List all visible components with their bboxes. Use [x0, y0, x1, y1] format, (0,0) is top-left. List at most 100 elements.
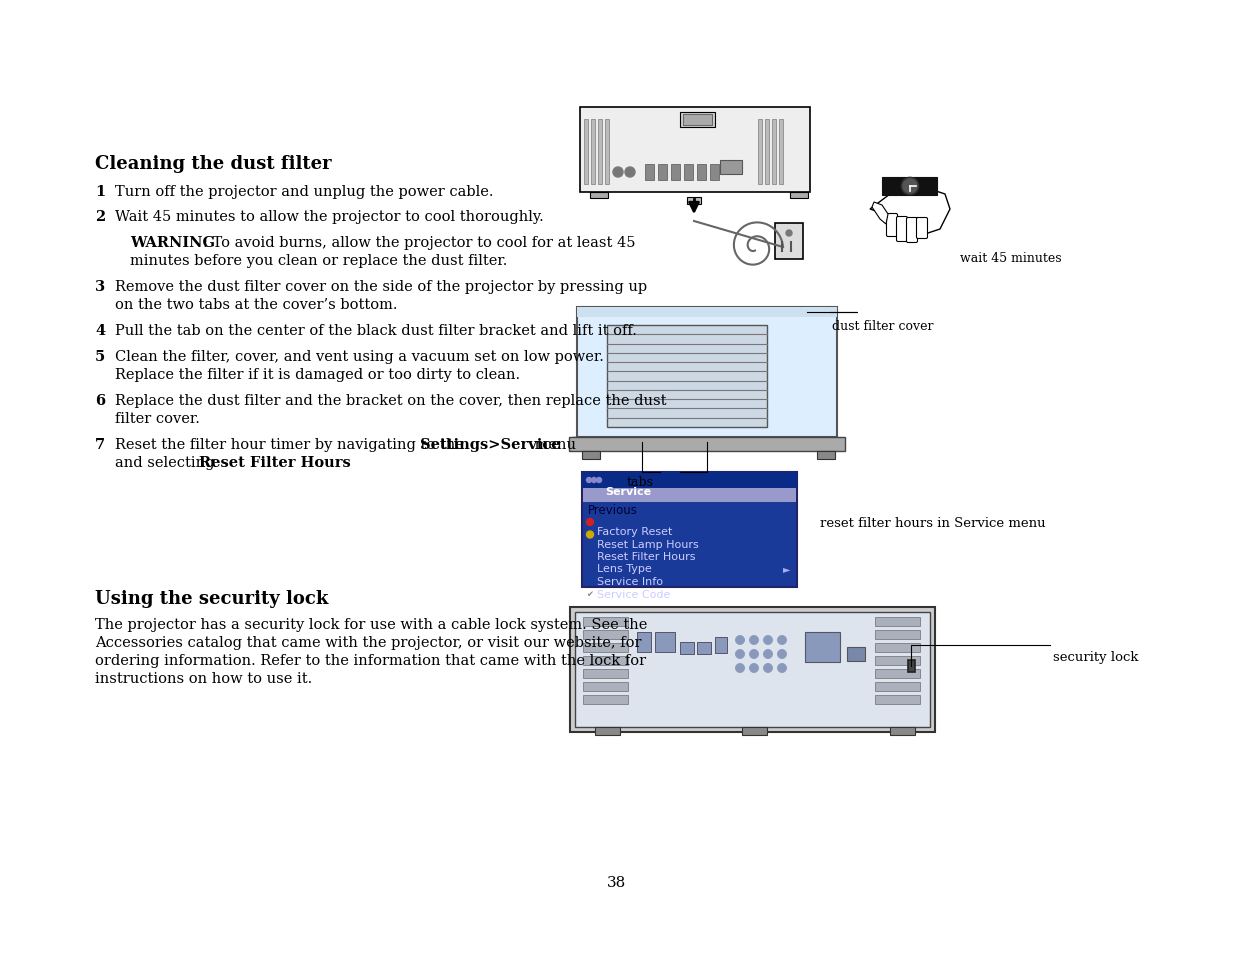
Bar — [847, 647, 864, 661]
Bar — [882, 178, 937, 195]
FancyBboxPatch shape — [916, 218, 927, 239]
Bar — [697, 642, 711, 655]
Text: Lens Type: Lens Type — [597, 564, 652, 574]
Text: Remove the dust filter cover on the side of the projector by pressing up: Remove the dust filter cover on the side… — [115, 280, 647, 294]
Text: Cleaning the dust filter: Cleaning the dust filter — [95, 154, 332, 172]
Bar — [671, 165, 680, 181]
Text: instructions on how to use it.: instructions on how to use it. — [95, 671, 312, 685]
Bar — [577, 308, 837, 317]
Bar — [583, 489, 797, 502]
Bar — [805, 633, 840, 662]
Text: Settings>Service: Settings>Service — [420, 437, 561, 452]
FancyBboxPatch shape — [906, 218, 918, 243]
Bar — [605, 120, 609, 185]
Bar — [582, 473, 797, 587]
Text: Pull the tab on the center of the black dust filter bracket and lift it off.: Pull the tab on the center of the black … — [115, 324, 637, 337]
Circle shape — [592, 478, 597, 483]
Bar — [876, 643, 920, 652]
Bar — [577, 308, 837, 437]
Text: 38: 38 — [608, 875, 626, 889]
Text: 3: 3 — [95, 280, 105, 294]
Circle shape — [736, 636, 745, 645]
Bar — [710, 165, 719, 181]
Bar — [576, 613, 930, 727]
Text: : To avoid burns, allow the projector to cool for at least 45: : To avoid burns, allow the projector to… — [203, 235, 636, 250]
Bar — [720, 161, 742, 174]
Text: Replace the dust filter and the bracket on the cover, then replace the dust: Replace the dust filter and the bracket … — [115, 394, 667, 408]
Bar — [572, 437, 842, 440]
Bar — [876, 630, 920, 639]
Text: menu: menu — [530, 437, 576, 452]
Text: Service Code: Service Code — [597, 589, 671, 598]
Bar — [582, 473, 797, 489]
Bar — [583, 669, 629, 679]
Bar — [655, 633, 676, 652]
Bar — [583, 682, 629, 691]
Bar — [680, 112, 715, 128]
Circle shape — [625, 168, 635, 178]
Circle shape — [750, 664, 758, 673]
Bar — [697, 165, 706, 181]
FancyBboxPatch shape — [897, 217, 908, 242]
Text: Reset Lamp Hours: Reset Lamp Hours — [597, 539, 699, 549]
Bar — [572, 437, 592, 446]
Bar — [876, 618, 920, 626]
Text: 2: 2 — [95, 210, 105, 224]
Circle shape — [778, 650, 787, 659]
Text: on the two tabs at the cover’s bottom.: on the two tabs at the cover’s bottom. — [115, 297, 398, 312]
Text: ►: ► — [783, 564, 790, 574]
Circle shape — [902, 178, 919, 195]
Circle shape — [587, 532, 594, 538]
Text: ordering information. Refer to the information that came with the lock for: ordering information. Refer to the infor… — [95, 654, 646, 667]
Text: Replace the filter if it is damaged or too dirty to clean.: Replace the filter if it is damaged or t… — [115, 368, 520, 381]
Bar — [876, 657, 920, 665]
Bar — [684, 165, 693, 181]
Bar — [764, 120, 769, 185]
Text: Service Info: Service Info — [597, 577, 663, 586]
Text: reset filter hours in Service menu: reset filter hours in Service menu — [820, 517, 1046, 530]
FancyBboxPatch shape — [887, 214, 898, 237]
Bar — [658, 165, 667, 181]
Bar — [890, 727, 915, 735]
Text: Reset Filter Hours: Reset Filter Hours — [597, 552, 695, 561]
Bar — [583, 696, 629, 704]
Circle shape — [903, 180, 918, 193]
Bar — [876, 696, 920, 704]
Text: 5: 5 — [95, 350, 105, 364]
Bar — [776, 224, 803, 260]
Bar — [772, 120, 776, 185]
Bar — [715, 638, 727, 654]
Text: ✔: ✔ — [585, 589, 593, 598]
Bar — [790, 193, 808, 199]
Bar — [592, 120, 595, 185]
Polygon shape — [869, 190, 950, 234]
Text: .: . — [319, 456, 324, 470]
Text: Turn off the projector and unplug the power cable.: Turn off the projector and unplug the po… — [115, 185, 494, 199]
Circle shape — [736, 650, 745, 659]
Text: dust filter cover: dust filter cover — [832, 319, 934, 333]
Bar — [590, 193, 608, 199]
Text: 7: 7 — [95, 437, 105, 452]
Bar — [583, 618, 629, 626]
Circle shape — [778, 636, 787, 645]
Bar — [580, 108, 810, 193]
Bar — [583, 643, 629, 652]
Text: and selecting: and selecting — [115, 456, 219, 470]
Text: 6: 6 — [95, 394, 105, 408]
Bar — [569, 437, 845, 452]
Circle shape — [785, 231, 792, 236]
Bar — [876, 669, 920, 679]
Circle shape — [587, 519, 594, 526]
Bar — [758, 120, 762, 185]
Text: Reset the filter hour timer by navigating to the: Reset the filter hour timer by navigatin… — [115, 437, 468, 452]
Text: tabs: tabs — [626, 476, 653, 489]
Bar — [637, 633, 651, 652]
Text: filter cover.: filter cover. — [115, 412, 200, 426]
Text: Using the security lock: Using the security lock — [95, 589, 329, 607]
Bar — [583, 657, 629, 665]
Circle shape — [597, 478, 601, 483]
Bar — [645, 165, 655, 181]
Bar — [571, 607, 935, 732]
Text: Accessories catalog that came with the projector, or visit our website, for: Accessories catalog that came with the p… — [95, 636, 641, 649]
Polygon shape — [872, 203, 888, 225]
